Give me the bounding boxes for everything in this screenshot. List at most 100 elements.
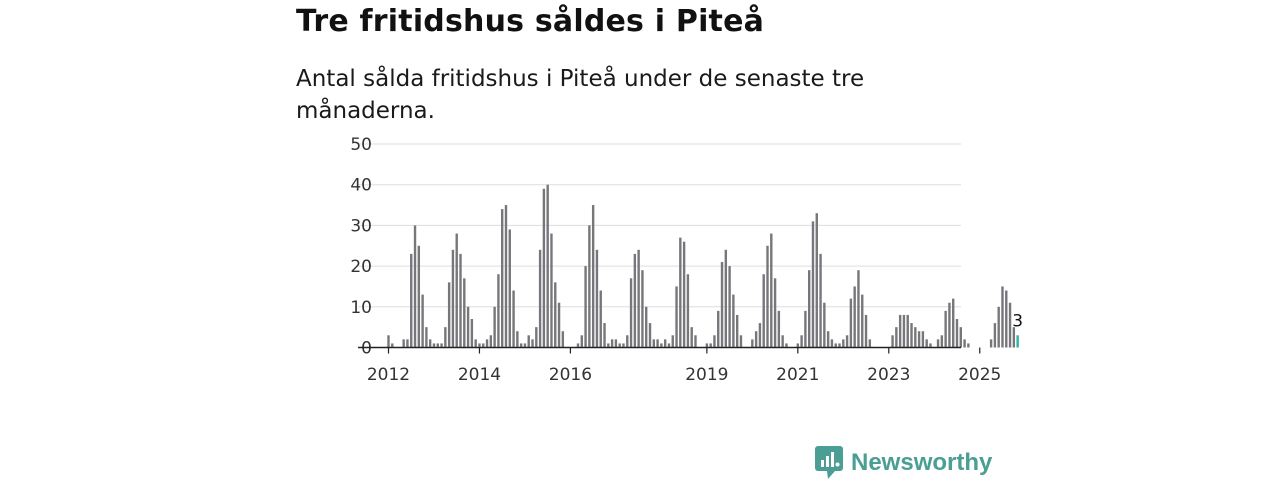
x-tick-label: 2012 bbox=[367, 365, 410, 385]
bar bbox=[629, 278, 633, 348]
y-axis-ticks: 0 10 20 30 40 50 bbox=[350, 135, 372, 359]
bar bbox=[501, 209, 504, 348]
bar bbox=[898, 314, 902, 348]
x-tick-label: 2019 bbox=[685, 365, 728, 385]
bar bbox=[842, 339, 845, 348]
bar bbox=[917, 331, 921, 348]
bar bbox=[948, 302, 951, 348]
bar bbox=[599, 290, 602, 348]
bar bbox=[508, 229, 511, 348]
y-tick-label: 0 bbox=[361, 339, 372, 359]
bar bbox=[940, 335, 944, 348]
bar bbox=[1005, 290, 1008, 348]
bar bbox=[690, 327, 693, 348]
bar bbox=[929, 343, 932, 348]
bar bbox=[682, 241, 686, 348]
y-tick-label: 20 bbox=[350, 257, 372, 277]
bar bbox=[584, 266, 587, 348]
bar bbox=[826, 331, 830, 348]
bar bbox=[504, 205, 508, 348]
bar bbox=[993, 323, 997, 348]
bar bbox=[845, 335, 849, 348]
bar bbox=[652, 339, 655, 348]
bar bbox=[796, 343, 800, 348]
bar bbox=[447, 282, 451, 348]
bar bbox=[432, 343, 436, 348]
latest-value-label: 3 bbox=[1012, 311, 1023, 331]
bar bbox=[891, 335, 894, 348]
bar bbox=[489, 335, 493, 348]
bar bbox=[576, 343, 580, 348]
chart-subtitle: Antal sålda fritidshus i Piteå under de … bbox=[296, 66, 865, 124]
bar bbox=[751, 339, 754, 348]
bar bbox=[857, 270, 860, 348]
bar bbox=[811, 221, 815, 348]
y-tick-label: 10 bbox=[350, 298, 372, 318]
bar bbox=[823, 302, 826, 348]
x-tick-label: 2014 bbox=[458, 365, 501, 385]
bar bbox=[459, 253, 462, 348]
bar bbox=[610, 339, 614, 348]
bar bbox=[626, 335, 629, 348]
bar bbox=[705, 343, 709, 348]
bar bbox=[663, 339, 667, 348]
bar bbox=[667, 343, 671, 348]
bar bbox=[694, 335, 697, 348]
bar bbox=[637, 249, 640, 348]
bar bbox=[864, 314, 868, 348]
bar bbox=[425, 327, 428, 348]
bar bbox=[482, 343, 485, 348]
bar bbox=[952, 298, 955, 348]
bar bbox=[758, 323, 762, 348]
bar bbox=[542, 188, 546, 348]
y-tick-label: 40 bbox=[350, 176, 372, 196]
bar bbox=[717, 310, 720, 348]
bar bbox=[451, 249, 455, 348]
bar bbox=[527, 335, 530, 348]
bar bbox=[781, 335, 784, 348]
bar-series bbox=[387, 184, 1019, 348]
bar bbox=[402, 339, 405, 348]
bar bbox=[728, 266, 731, 348]
bar bbox=[656, 339, 659, 348]
bar bbox=[580, 335, 583, 348]
newsworthy-logo[interactable]: Newsworthy bbox=[815, 446, 992, 480]
bar bbox=[591, 205, 595, 348]
bar bbox=[512, 290, 515, 348]
bar bbox=[910, 323, 913, 348]
y-tick-label: 50 bbox=[350, 135, 372, 155]
bar bbox=[622, 343, 625, 348]
bar bbox=[967, 343, 970, 348]
bar bbox=[603, 323, 606, 348]
bar bbox=[607, 343, 610, 348]
bar bbox=[444, 327, 447, 348]
bar bbox=[648, 323, 652, 348]
bar bbox=[535, 327, 538, 348]
bar bbox=[1012, 327, 1016, 348]
y-tick-label: 30 bbox=[350, 216, 372, 236]
bar bbox=[735, 314, 739, 348]
chart-title: Tre fritidshus såldes i Piteå bbox=[296, 4, 765, 39]
bar bbox=[770, 233, 773, 348]
bar bbox=[523, 343, 527, 348]
bar bbox=[804, 310, 807, 348]
bar bbox=[989, 339, 993, 348]
bar bbox=[436, 343, 439, 348]
bar bbox=[554, 282, 557, 348]
bar bbox=[470, 319, 474, 348]
bar bbox=[895, 327, 898, 348]
bar bbox=[633, 253, 637, 348]
bar bbox=[618, 343, 621, 348]
bar bbox=[1008, 302, 1012, 348]
bar bbox=[838, 343, 841, 348]
bar bbox=[413, 225, 417, 348]
bar bbox=[815, 213, 818, 348]
bar bbox=[849, 298, 853, 348]
bar bbox=[861, 294, 864, 348]
bar bbox=[754, 331, 758, 348]
bar bbox=[834, 343, 837, 348]
bar bbox=[671, 335, 674, 348]
bar bbox=[800, 335, 803, 348]
bar bbox=[1001, 286, 1004, 348]
